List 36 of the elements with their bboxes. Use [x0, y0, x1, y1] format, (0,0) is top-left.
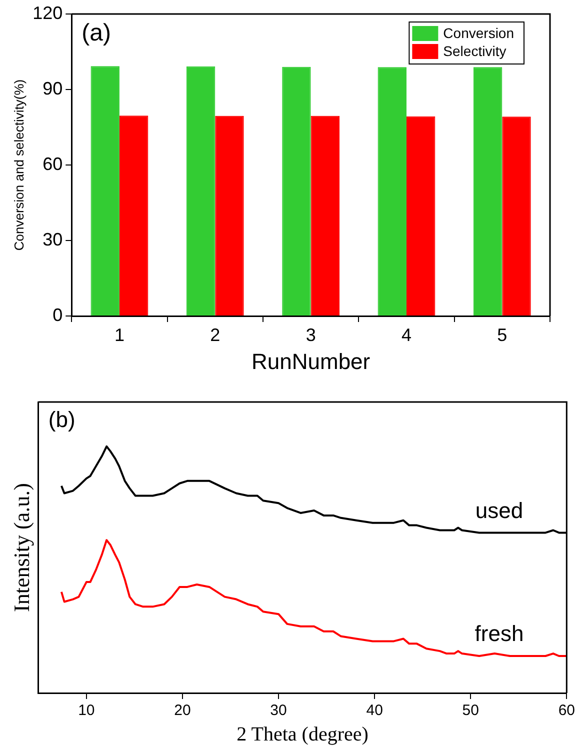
bar — [90, 66, 120, 316]
y-tick-label: 120 — [32, 2, 63, 23]
x-axis-title: RunNumber — [252, 348, 370, 374]
y-tick-label: 60 — [42, 154, 63, 174]
bar — [119, 116, 148, 316]
x-tick-label: 10 — [78, 702, 95, 720]
x-tick-label: 40 — [366, 702, 383, 720]
bar — [215, 116, 244, 316]
x-tick-label: 4 — [401, 324, 412, 345]
x-tick-label: 1 — [114, 324, 124, 345]
series-label: used — [475, 498, 524, 523]
x-tick-label: 20 — [174, 702, 191, 720]
x-tick-label: 30 — [270, 702, 287, 720]
bar — [186, 66, 216, 316]
x-tick-label: 2 — [210, 324, 220, 345]
x-axis-title: 2 Theta (degree) — [236, 723, 368, 746]
y-axis-title: Intensity (a.u.) — [8, 483, 34, 612]
y-tick-label: 0 — [52, 304, 63, 325]
bar — [310, 116, 340, 316]
x-tick-label: 60 — [558, 702, 575, 720]
annotation: (a) — [82, 20, 111, 47]
bar — [502, 116, 531, 316]
bar — [282, 66, 311, 316]
y-tick-label: 90 — [42, 78, 63, 98]
series-label: fresh — [474, 621, 524, 646]
x-tick-label: 50 — [462, 702, 479, 720]
y-axis-title: Conversion and selectivity(%) — [11, 79, 26, 251]
bar — [473, 67, 502, 316]
x-tick-label: 5 — [497, 324, 508, 345]
bar — [378, 67, 406, 316]
y-tick-label: 30 — [42, 229, 63, 250]
x-tick-label: 3 — [306, 324, 316, 345]
bar — [406, 116, 436, 316]
legend-label: Conversion — [443, 24, 514, 41]
text: (b) — [48, 407, 76, 432]
legend-label: Selectivity — [443, 42, 506, 59]
